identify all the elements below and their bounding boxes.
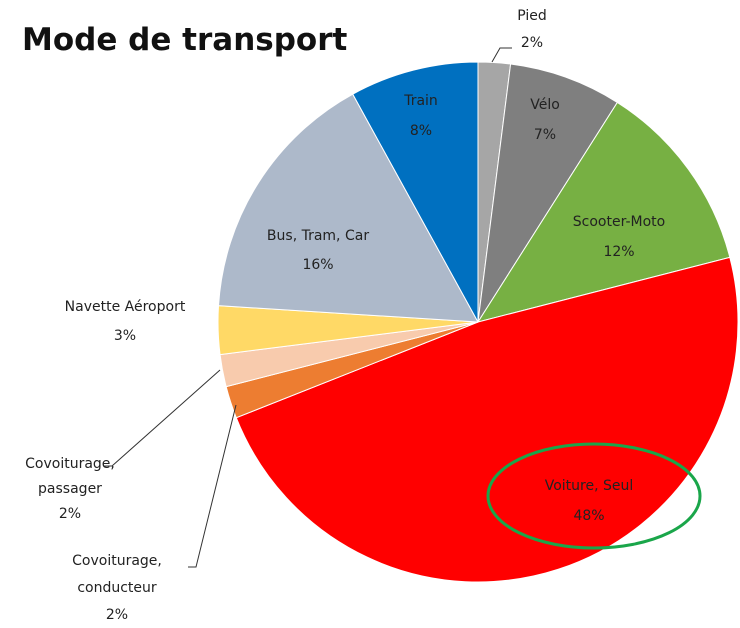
slice-value-label: 7% [533, 127, 557, 143]
slices [217, 61, 739, 583]
pie-slice [217, 93, 479, 323]
pie-slice [476, 101, 731, 323]
slice-name: Scooter-Moto [572, 214, 666, 230]
slice-name: Vélo [530, 97, 560, 113]
slice-value-label: 2% [520, 35, 544, 51]
slice-value-label: 3% [113, 328, 137, 344]
slice-value-label: 2% [58, 506, 82, 522]
slice-value-label: 2% [105, 607, 129, 623]
pie-slice [352, 61, 479, 323]
slice-value-label: 8% [409, 123, 433, 139]
chart-title: Mode de transport [22, 22, 348, 58]
pie-slice [235, 256, 739, 583]
slice-label: Train 8% [381, 86, 461, 146]
leader-line [188, 404, 237, 568]
slice-value-label: 12% [603, 244, 635, 260]
leader-line [104, 369, 221, 467]
slice-label: Pied 2% [492, 3, 572, 57]
slice-name: Covoiturage, passager [25, 456, 115, 497]
slice-name: Covoiturage, conducteur [72, 553, 162, 596]
slice-label: Covoiturage, passager 2% [20, 452, 120, 527]
slice-label: Voiture, Seul 48% [509, 471, 669, 531]
slice-label: Navette Aéroport 3% [30, 293, 220, 351]
slice-name: Train [404, 93, 438, 109]
pie-slice [477, 63, 619, 323]
slice-value-label: 16% [302, 257, 334, 273]
leader-lines [104, 47, 512, 568]
leader-line [491, 47, 512, 63]
slice-label: Vélo 7% [505, 90, 585, 150]
slice-value-label: 48% [573, 508, 605, 524]
slice-label: Scooter-Moto 12% [554, 207, 684, 267]
slice-label: Covoiturage, conducteur 2% [62, 548, 172, 628]
highlight-ellipse [486, 442, 702, 550]
slice-label: Bus, Tram, Car 16% [243, 222, 393, 280]
slice-name: Navette Aéroport [64, 299, 186, 315]
slice-name: Voiture, Seul [544, 478, 634, 494]
slice-name: Bus, Tram, Car [266, 228, 370, 244]
slice-name: Pied [517, 8, 547, 24]
